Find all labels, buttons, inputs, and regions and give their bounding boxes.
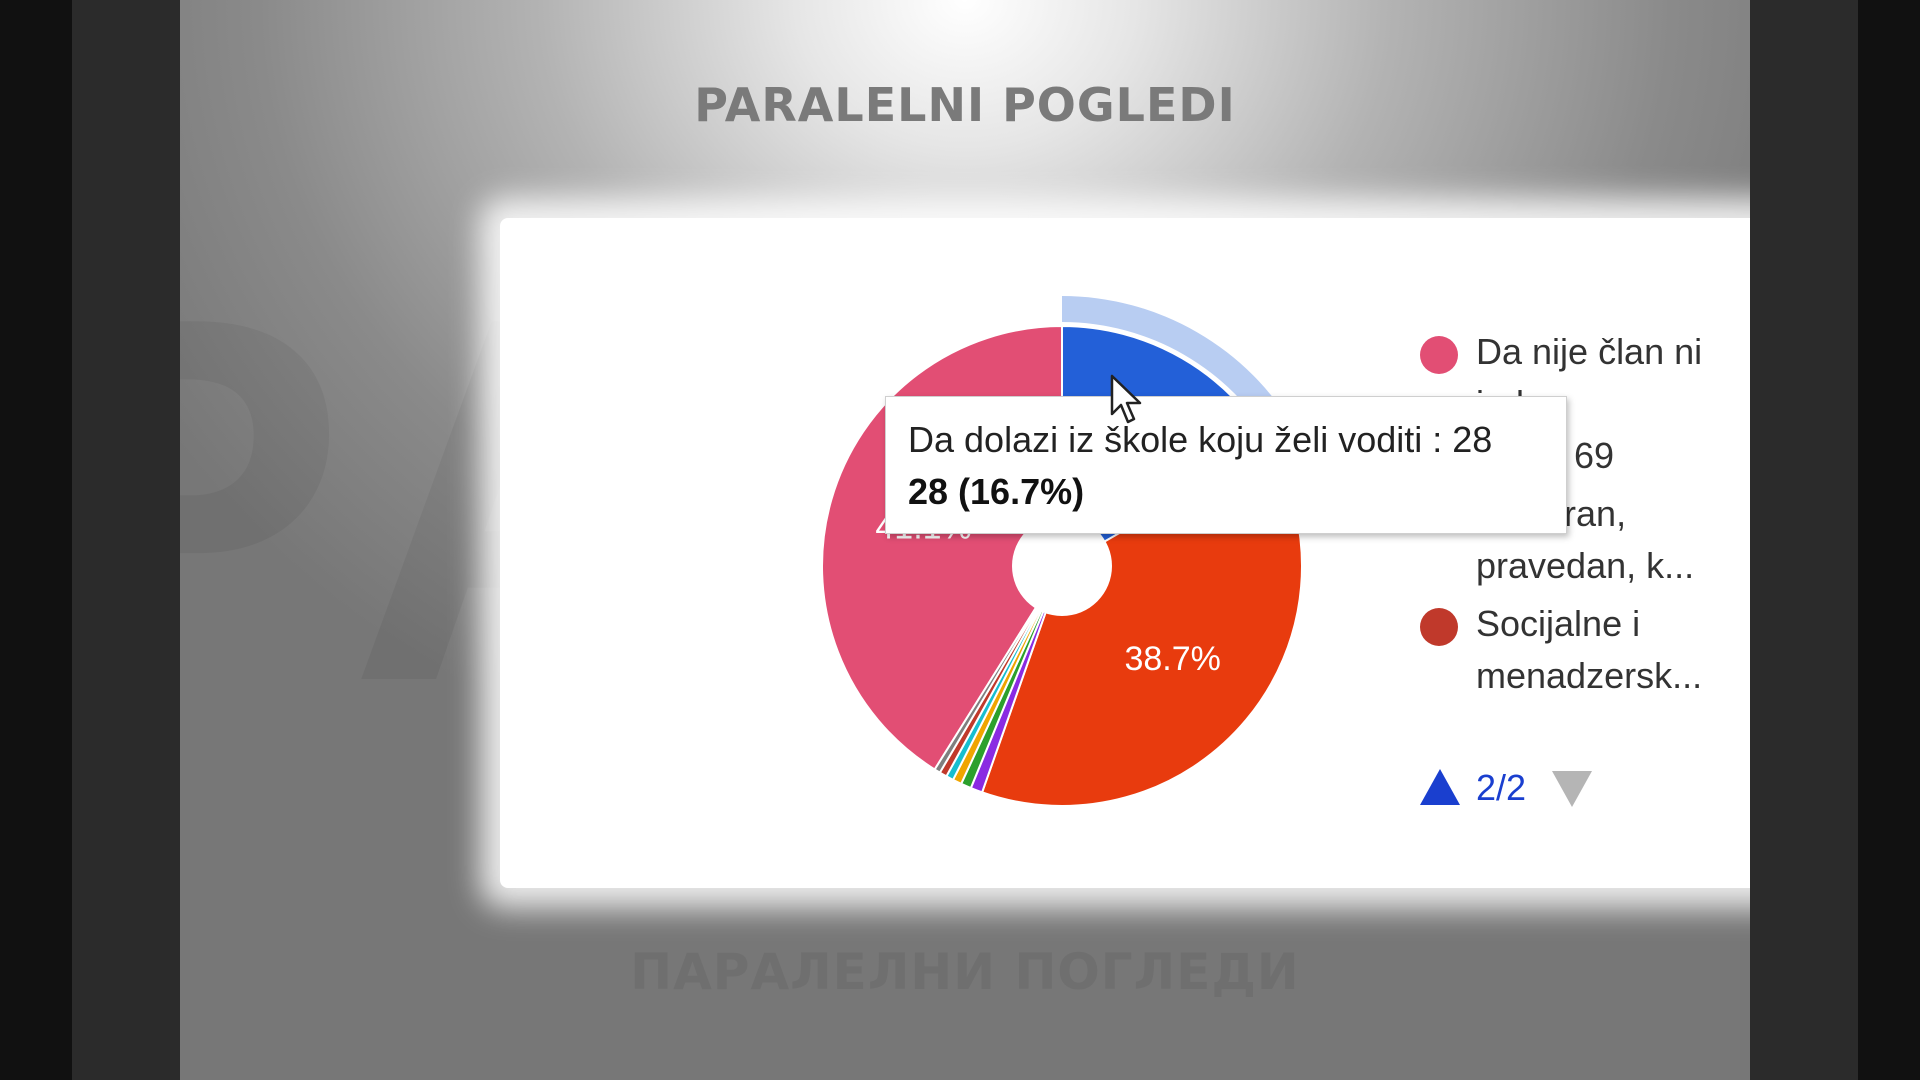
- right-frame-bar: [1858, 0, 1920, 1080]
- tooltip-title: Da dolazi iz škole koju želi voditi : 28: [908, 419, 1493, 460]
- legend-label: Socijalne i menadzersk...: [1476, 603, 1703, 696]
- left-frame-bar: [0, 0, 72, 1080]
- left-frame-bar-inner: [72, 0, 180, 1080]
- legend-swatch: [1420, 336, 1458, 374]
- right-frame-bar-inner: [1750, 0, 1858, 1080]
- legend-swatch: [1420, 608, 1458, 646]
- chart-card: 41.1%38.7% Da nije član ni jedne ...ke :…: [500, 218, 1750, 888]
- legend-item[interactable]: Socijalne i menadzersk...: [1420, 598, 1750, 708]
- pie-center-hole: [1012, 516, 1112, 616]
- tooltip-value: 28 (16.7%): [908, 471, 1085, 512]
- chart-tooltip: Da dolazi iz škole koju želi voditi : 28…: [885, 396, 1567, 534]
- pie-slice[interactable]: [933, 565, 1063, 774]
- pager-page-indicator: 2/2: [1476, 767, 1527, 808]
- brand-title-cyrillic: ПАРАЛЕЛНИ ПОГЛЕДИ: [630, 943, 1300, 1001]
- brand-title-latin: PARALELNI POGLEDI: [694, 78, 1236, 132]
- video-stage: PARALE PARALELNI POGLEDI 41.1%38.7% Da n…: [180, 0, 1750, 1080]
- pie-chart: 41.1%38.7%: [821, 296, 1303, 807]
- pager-up-arrow-icon[interactable]: [1420, 769, 1460, 805]
- pie-slice-label: 38.7%: [1124, 640, 1220, 678]
- pager-down-arrow-icon[interactable]: [1552, 771, 1592, 807]
- mouse-cursor-icon: [1110, 374, 1142, 424]
